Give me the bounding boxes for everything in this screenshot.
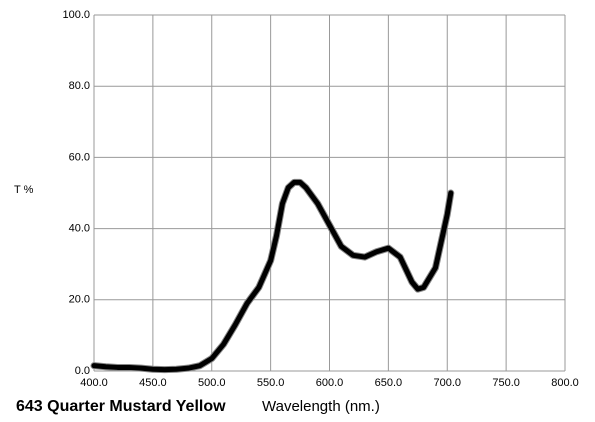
x-axis-label: Wavelength (nm.) (262, 398, 380, 415)
chart-title: 643 Quarter Mustard Yellow (16, 398, 226, 415)
x-tick-label: 700.0 (433, 377, 461, 389)
x-tick-label: 400.0 (80, 377, 108, 389)
x-tick-label: 450.0 (139, 377, 167, 389)
x-tick-label: 550.0 (257, 377, 285, 389)
line (91, 179, 454, 373)
y-axis-label: T % (14, 184, 34, 196)
y-tick-label: 60.0 (69, 151, 90, 163)
x-tick-label: 600.0 (316, 377, 344, 389)
x-tick-label: 650.0 (375, 377, 403, 389)
y-tick-label: 40.0 (69, 223, 90, 235)
y-tick-label: 20.0 (69, 294, 90, 306)
y-tick-label: 0.0 (75, 365, 90, 377)
line-outline (90, 178, 455, 374)
x-tick-label: 800.0 (551, 377, 579, 389)
x-tick-label: 750.0 (492, 377, 520, 389)
y-tick-label: 80.0 (69, 80, 90, 92)
y-tick-label: 100.0 (62, 9, 90, 21)
x-tick-label: 500.0 (198, 377, 226, 389)
